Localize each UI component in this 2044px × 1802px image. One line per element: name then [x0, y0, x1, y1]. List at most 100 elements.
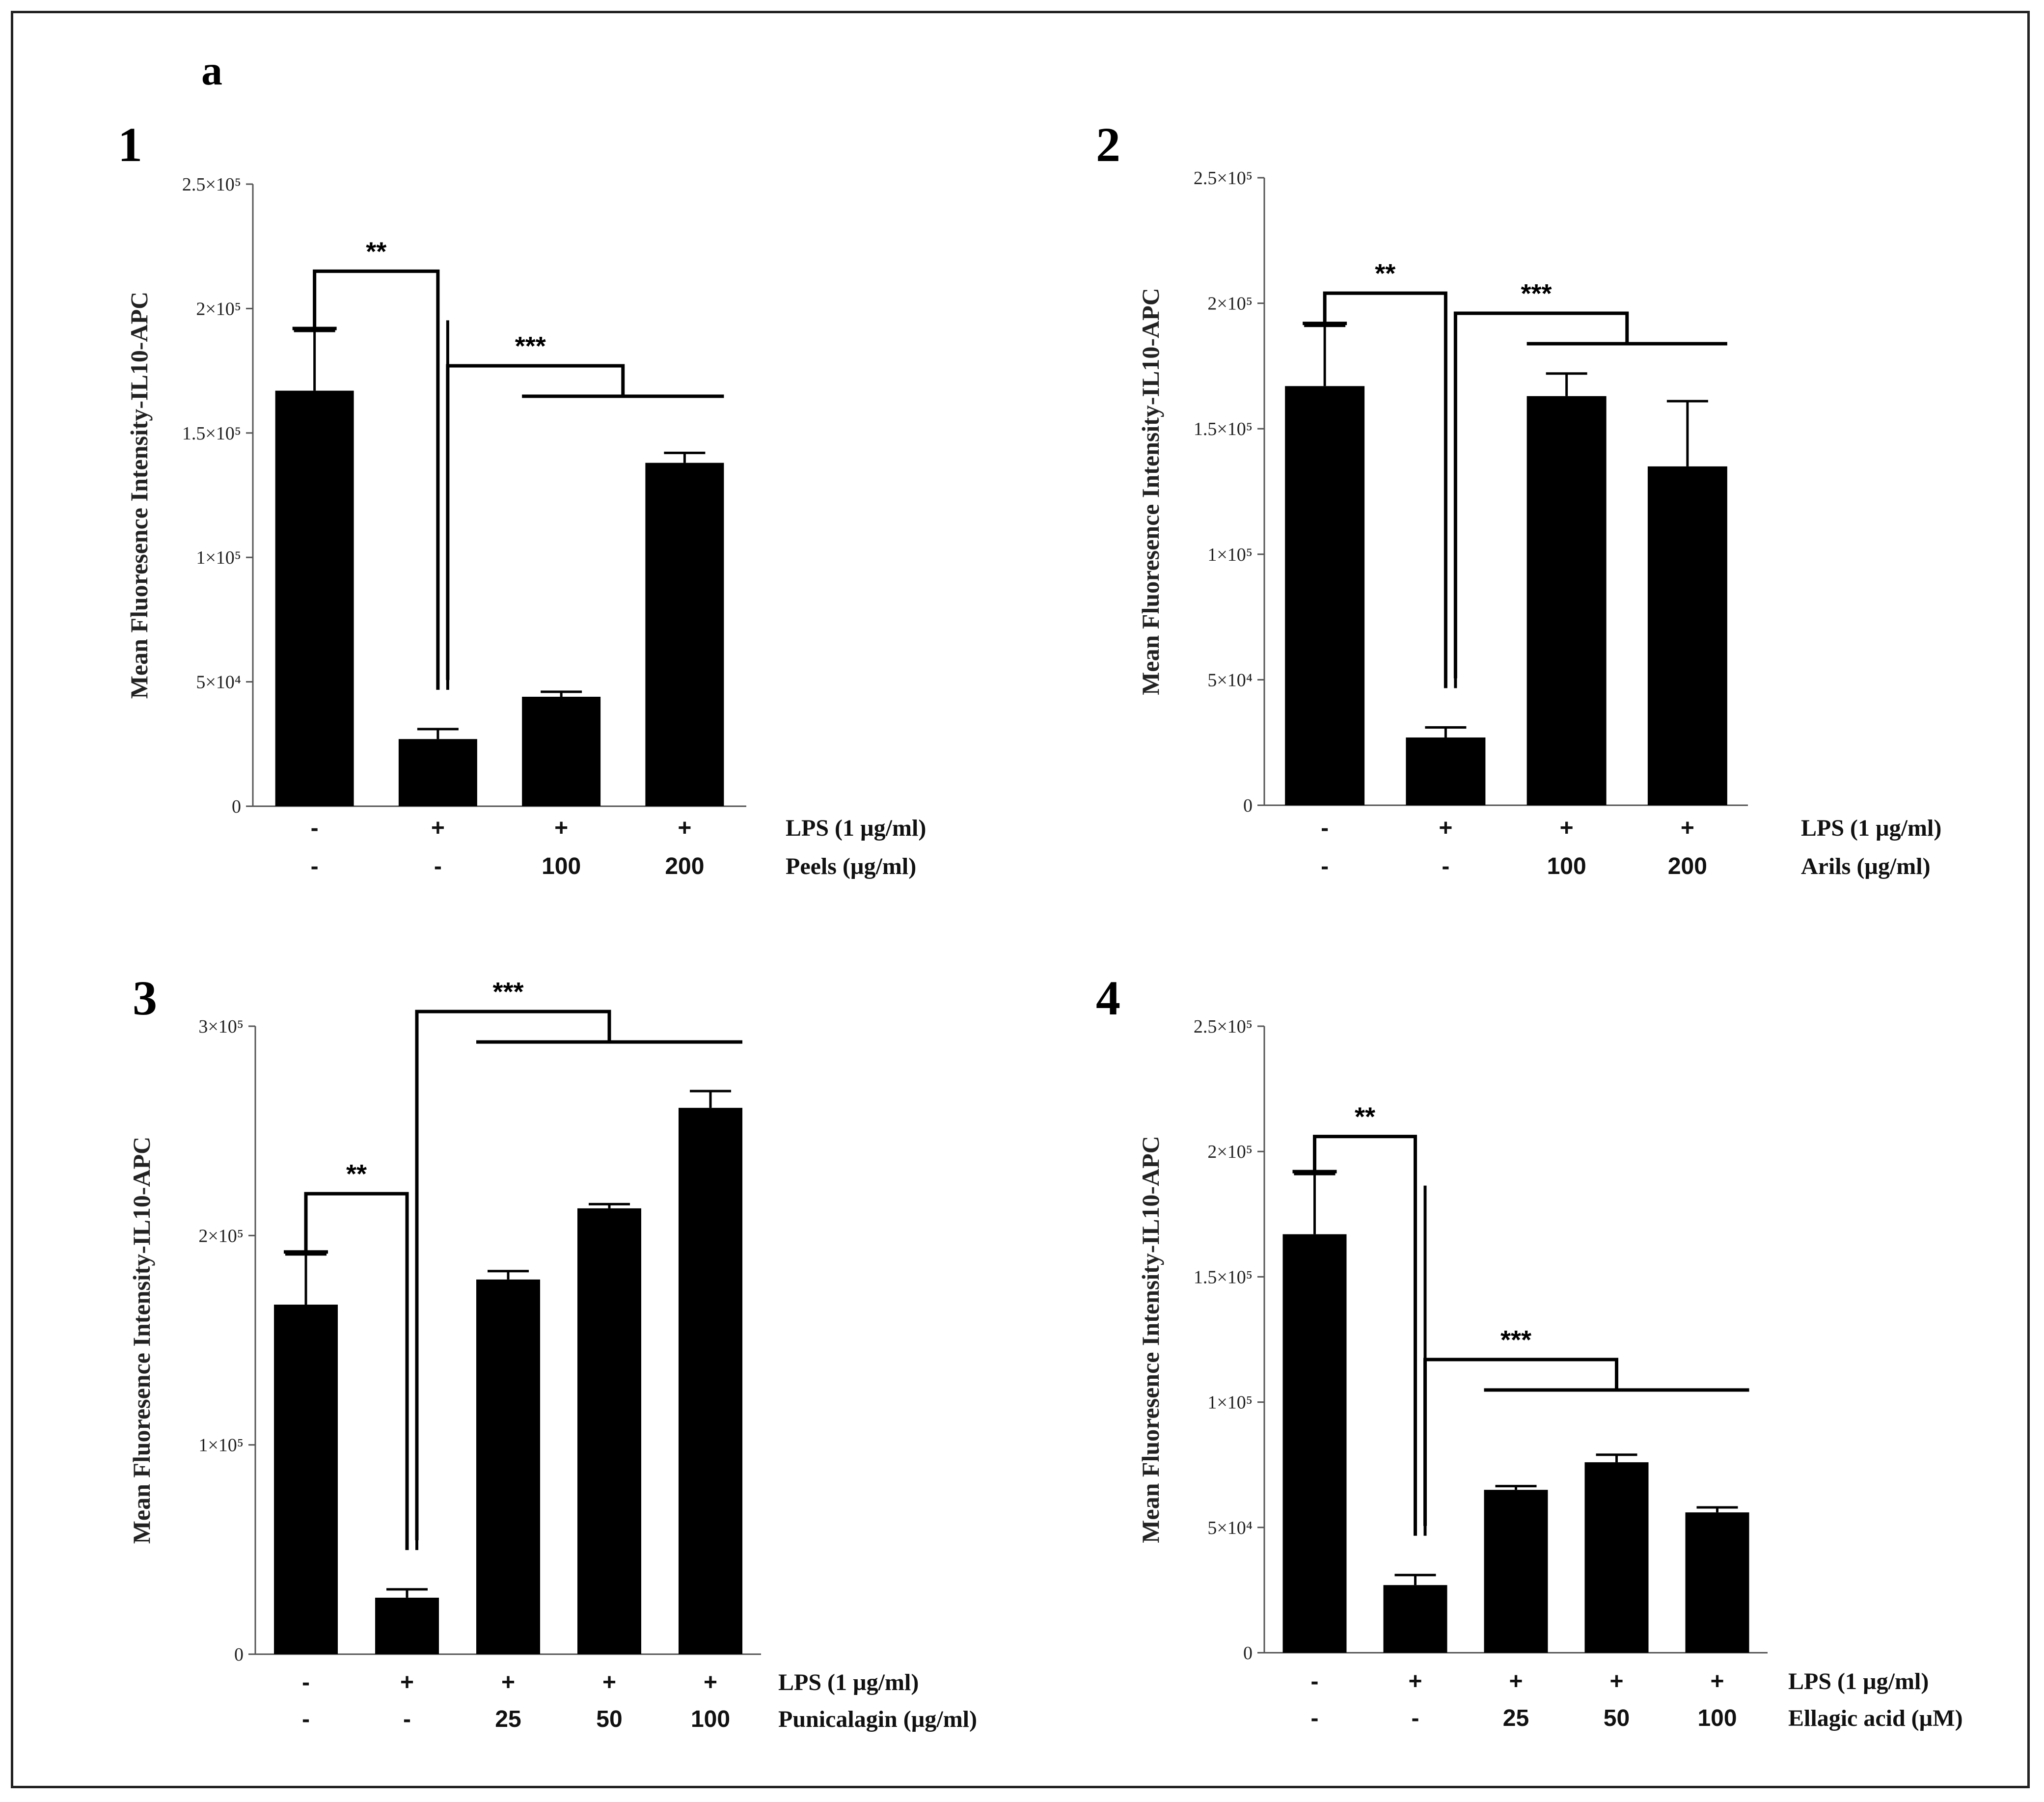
bar — [275, 390, 354, 806]
condition-value: + — [704, 1669, 717, 1695]
condition-value: - — [1412, 1705, 1419, 1731]
bar — [522, 697, 601, 806]
condition-value: 50 — [596, 1706, 622, 1732]
condition-value: + — [1408, 1668, 1422, 1694]
bar — [1526, 396, 1607, 805]
y-tick-label: 0 — [234, 1644, 244, 1665]
condition-value: + — [678, 815, 691, 841]
y-tick-label: 0 — [1243, 795, 1253, 816]
y-axis-title: Mean Fluoresence Intensity-IL10-APC — [125, 292, 153, 699]
significance-bracket — [1323, 291, 1447, 688]
significance-stars: *** — [1521, 279, 1552, 308]
y-axis-title: Mean Fluoresence Intensity-IL10-APC — [1137, 288, 1164, 695]
y-tick-label: 1×10⁵ — [1207, 545, 1253, 565]
y-tick-label: 2×10⁵ — [1207, 294, 1253, 314]
panel-2-label: 2 — [1096, 117, 1120, 172]
condition-value: 100 — [1697, 1705, 1737, 1731]
y-tick-label: 0 — [1243, 1643, 1253, 1664]
bar — [1285, 386, 1365, 805]
significance-stars: *** — [515, 331, 546, 361]
significance-stars: *** — [1500, 1325, 1531, 1355]
condition-label: LPS (1 µg/ml) — [786, 815, 926, 841]
condition-value: - — [311, 815, 319, 841]
condition-label: Ellagic acid (µM) — [1788, 1705, 1963, 1731]
condition-label: Peels (µg/ml) — [786, 853, 916, 879]
y-tick-label: 2.5×10⁵ — [182, 174, 241, 195]
significance-stars: ** — [366, 237, 386, 266]
bar — [375, 1597, 439, 1654]
condition-value: + — [431, 815, 445, 841]
condition-value: 200 — [1668, 853, 1707, 879]
y-tick-label: 1.5×10⁵ — [1194, 419, 1253, 439]
condition-value: - — [403, 1706, 411, 1732]
condition-value: + — [1609, 1668, 1623, 1694]
condition-label: Punicalagin (µg/ml) — [778, 1706, 977, 1732]
condition-value: - — [311, 853, 319, 879]
bar — [1484, 1490, 1548, 1653]
panel-3-label: 3 — [133, 971, 157, 1025]
condition-value: 100 — [691, 1706, 730, 1732]
condition-value: + — [1681, 815, 1694, 841]
condition-value: + — [554, 815, 568, 841]
bar — [1406, 737, 1486, 805]
condition-value: - — [1311, 1668, 1319, 1694]
figure-label: a — [201, 47, 222, 94]
y-tick-label: 0 — [232, 796, 241, 817]
panel-2: 2 0 5×10⁴ 1×10⁵ 1.5×10⁵ 2×10⁵ 2.5×10⁵ Mean Flu… — [1096, 117, 1941, 879]
panel-1-label: 1 — [118, 117, 142, 172]
significance-bracket — [1423, 1358, 1618, 1526]
condition-value: 50 — [1604, 1705, 1630, 1731]
condition-label: Arils (µg/ml) — [1801, 853, 1931, 879]
y-tick-label: 2.5×10⁵ — [1194, 168, 1253, 189]
bar — [577, 1208, 641, 1654]
significance-stars: ** — [346, 1159, 367, 1189]
condition-label: LPS (1 µg/ml) — [778, 1669, 919, 1695]
condition-value: - — [302, 1669, 310, 1695]
condition-value: - — [1442, 853, 1449, 879]
y-axis-title: Mean Fluoresence Intensity-IL10-APC — [1137, 1136, 1164, 1543]
panel-4: 4 0 5×10⁴ 1×10⁵ 1.5×10⁵ 2×10⁵ 2.5×10⁵ Mean Flu… — [1096, 971, 1963, 1731]
significance-bracket — [1313, 1135, 1417, 1536]
condition-value: - — [1321, 815, 1329, 841]
significance-bracket — [313, 269, 440, 690]
bar — [679, 1108, 742, 1654]
y-tick-label: 2×10⁵ — [1207, 1142, 1253, 1162]
condition-value: + — [602, 1669, 616, 1695]
significance-bracket — [304, 1192, 409, 1550]
y-tick-label: 2×10⁵ — [196, 299, 241, 319]
condition-label: LPS (1 µg/ml) — [1788, 1668, 1929, 1694]
condition-value: - — [1321, 853, 1329, 879]
condition-label: LPS (1 µg/ml) — [1801, 815, 1941, 841]
bar — [1383, 1585, 1447, 1653]
figure-frame — [11, 11, 2030, 1788]
condition-value: + — [501, 1669, 515, 1695]
y-tick-label: 5×10⁴ — [1207, 670, 1253, 690]
y-tick-label: 5×10⁴ — [196, 672, 241, 693]
significance-bracket — [446, 364, 625, 680]
bar — [1685, 1512, 1749, 1653]
y-tick-label: 1.5×10⁵ — [1194, 1267, 1253, 1287]
significance-stars: *** — [492, 977, 523, 1007]
condition-value: 25 — [495, 1706, 521, 1732]
significance-bracket — [415, 1010, 611, 1540]
condition-value: 200 — [665, 853, 704, 879]
y-tick-label: 3×10⁵ — [198, 1016, 244, 1037]
bar — [274, 1305, 338, 1654]
condition-value: 25 — [1503, 1705, 1529, 1731]
significance-bracket — [1453, 311, 1629, 679]
bar — [476, 1279, 540, 1654]
condition-value: + — [1560, 815, 1574, 841]
condition-value: + — [1439, 815, 1452, 841]
bar — [1282, 1234, 1347, 1653]
condition-value: - — [434, 853, 442, 879]
bar — [645, 463, 724, 806]
panel-3: 3 0 1×10⁵ 2×10⁵ 3×10⁵ Mean Fluoresence Inten… — [128, 971, 977, 1732]
y-tick-label: 1.5×10⁵ — [182, 423, 241, 444]
y-tick-label: 2×10⁵ — [198, 1226, 244, 1246]
significance-stars: ** — [1355, 1102, 1375, 1132]
bar — [1584, 1462, 1649, 1653]
y-tick-label: 2.5×10⁵ — [1194, 1016, 1253, 1037]
condition-value: + — [400, 1669, 414, 1695]
condition-value: 100 — [542, 853, 581, 879]
